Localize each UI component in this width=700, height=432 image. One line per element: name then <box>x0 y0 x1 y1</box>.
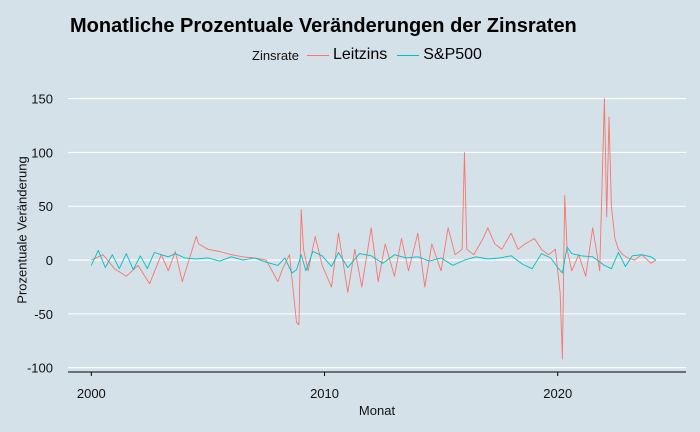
y-tick-label: 50 <box>39 199 53 214</box>
legend-key-sp500 <box>397 54 420 56</box>
series-line-sp500 <box>90 246 656 274</box>
y-tick-label: -50 <box>34 307 53 322</box>
legend-label-leitzins: Leitzins <box>332 46 388 63</box>
y-tick-label: 0 <box>46 253 53 268</box>
legend: Zinsrate Leitzins S&P500 <box>252 46 492 64</box>
series-line-leitzins <box>91 98 656 360</box>
y-tick-label: -100 <box>27 361 53 376</box>
legend-key-leitzins <box>306 54 329 56</box>
x-axis-label: Monat <box>358 403 396 418</box>
legend-item-sp500: S&P500 <box>397 46 482 64</box>
x-tick-label: 2020 <box>543 386 572 401</box>
y-tick-label: 100 <box>31 145 53 160</box>
x-tick-label: 2010 <box>310 386 339 401</box>
legend-item-leitzins: Leitzins <box>306 46 388 64</box>
legend-label-sp500: S&P500 <box>423 46 482 63</box>
chart-title: Monatliche Prozentuale Veränderungen der… <box>70 15 577 37</box>
y-tick-label: 150 <box>31 92 53 107</box>
legend-title: Zinsrate <box>252 47 299 63</box>
x-tick-label: 2000 <box>77 386 106 401</box>
